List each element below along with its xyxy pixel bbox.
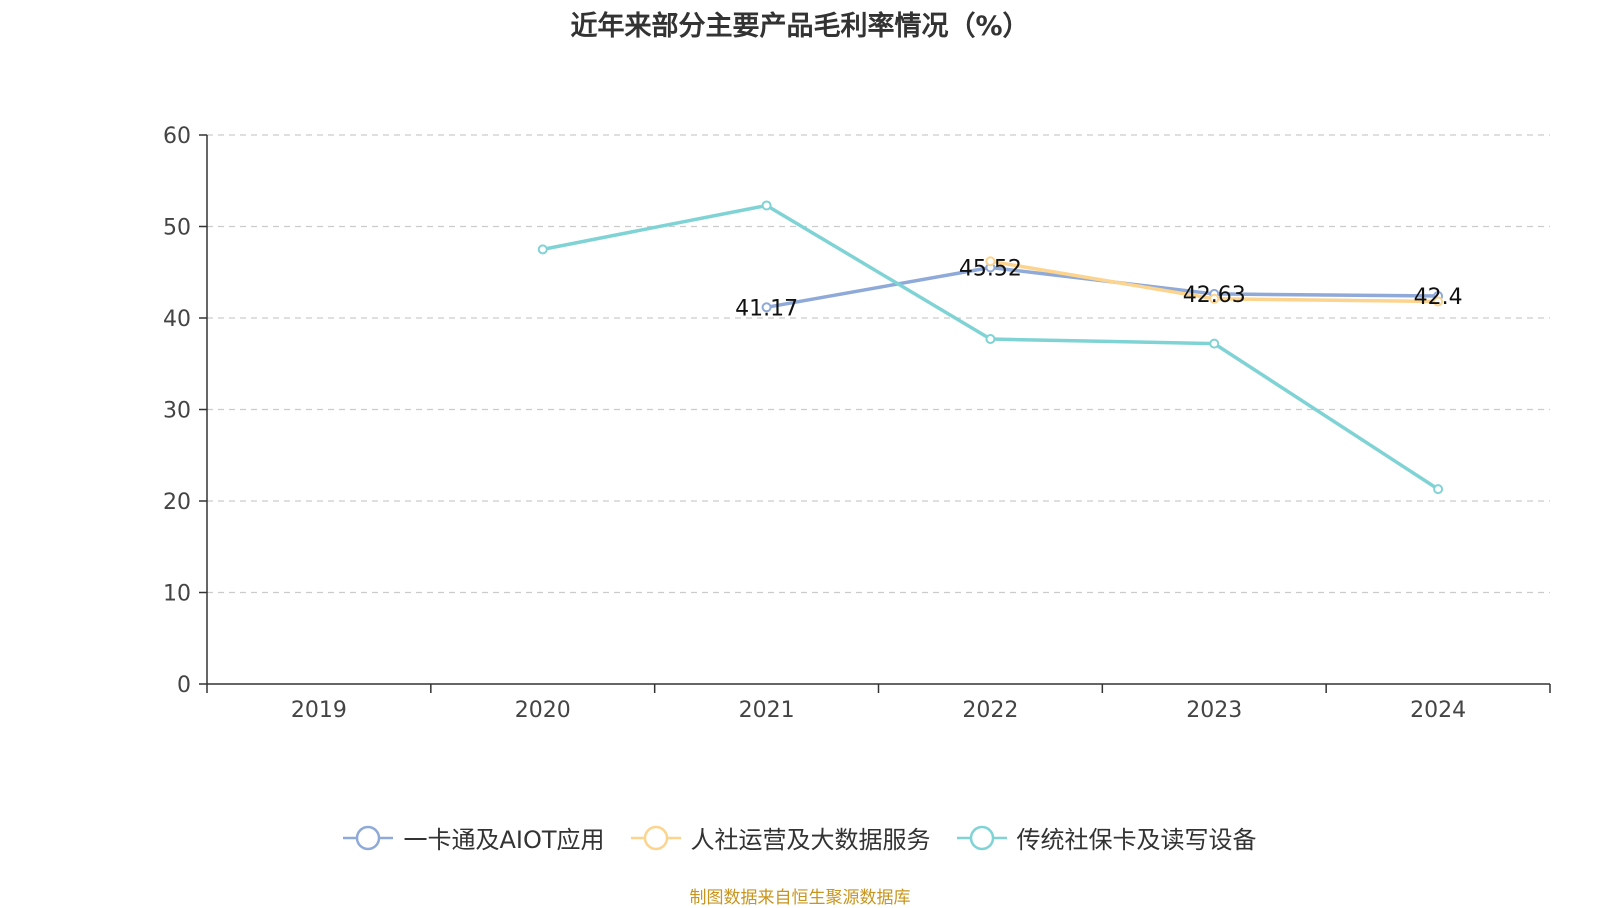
legend-label: 人社运营及大数据服务 <box>690 826 931 854</box>
legend-line-circle-icon <box>956 825 1007 850</box>
data-point <box>537 244 548 255</box>
data-label: 41.17 <box>735 296 798 321</box>
x-tick-label: 2020 <box>515 698 571 723</box>
data-point <box>985 256 996 267</box>
legend: 一卡通及AIOT应用 人社运营及大数据服务 传统社保卡及读写设备 <box>0 820 1600 855</box>
y-tick-label: 20 <box>163 490 191 515</box>
data-label: 42.4 <box>1414 285 1463 310</box>
data-point <box>985 334 996 345</box>
data-labels: 41.17 45.52 42.63 42.4 <box>735 256 1462 321</box>
series-line-3 <box>542 203 1440 491</box>
x-tick-label: 2023 <box>1186 698 1242 723</box>
y-tick-label: 40 <box>163 307 191 332</box>
data-point <box>1433 484 1444 495</box>
source-note: 制图数据来自恒生聚源数据库 <box>689 888 911 908</box>
data-label: 42.63 <box>1183 283 1246 308</box>
x-tick-label: 2019 <box>291 698 347 723</box>
data-point <box>761 200 772 211</box>
legend-label: 传统社保卡及读写设备 <box>1016 826 1257 854</box>
x-tick-label: 2024 <box>1410 698 1466 723</box>
legend-line-circle-icon <box>343 825 394 850</box>
x-tick-label: 2021 <box>739 698 795 723</box>
data-point <box>1209 338 1220 349</box>
y-tick-label: 60 <box>163 124 191 149</box>
legend-line-circle-icon <box>630 825 681 850</box>
y-tick-label: 30 <box>163 399 191 424</box>
data-label: 45.52 <box>959 256 1022 281</box>
x-tick-label: 2022 <box>962 698 1018 723</box>
legend-item-2[interactable]: 人社运营及大数据服务 <box>630 820 931 855</box>
series-lines <box>537 200 1444 495</box>
axes: 0 10 20 30 40 50 60 2019 2020 2021 2022 2023 2024 <box>163 124 1551 723</box>
data-point <box>1433 296 1444 307</box>
legend-item-1[interactable]: 一卡通及AIOT应用 <box>343 820 605 855</box>
gridlines <box>207 134 1550 594</box>
chart-title: 近年来部分主要产品毛利率情况（%） <box>570 11 1030 42</box>
legend-label: 一卡通及AIOT应用 <box>403 826 605 854</box>
y-tick-label: 0 <box>177 673 191 698</box>
y-tick-label: 50 <box>163 216 191 241</box>
y-tick-label: 10 <box>163 582 191 607</box>
data-point <box>761 302 772 313</box>
legend-item-3[interactable]: 传统社保卡及读写设备 <box>956 820 1257 855</box>
data-point <box>1209 293 1220 304</box>
